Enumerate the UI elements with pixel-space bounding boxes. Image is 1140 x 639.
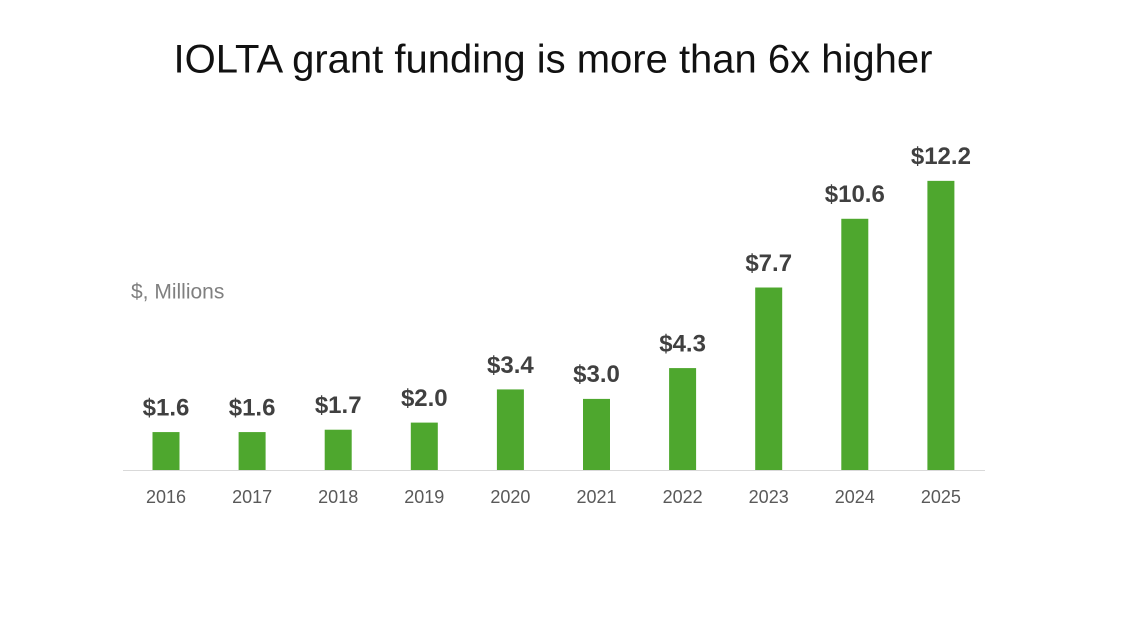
bar (324, 429, 352, 470)
x-tick-label: 2020 (490, 487, 530, 507)
value-label: $3.4 (487, 352, 534, 379)
bar (238, 432, 266, 470)
x-tick-label: 2018 (318, 487, 358, 507)
value-label: $1.6 (143, 394, 190, 421)
x-tick-label: 2023 (749, 487, 789, 507)
value-label: $7.7 (745, 250, 792, 277)
bar (410, 422, 438, 470)
chart-title: IOLTA grant funding is more than 6x high… (174, 38, 933, 82)
value-label: $12.2 (911, 143, 971, 170)
bar (669, 368, 697, 470)
bar (927, 180, 955, 471)
bar (583, 398, 610, 470)
bar (755, 287, 783, 470)
value-label: $4.3 (659, 330, 706, 357)
value-label: $10.6 (825, 181, 885, 208)
x-tick-label: 2017 (232, 487, 272, 507)
x-tick-label: 2021 (576, 487, 616, 507)
value-label: $1.7 (315, 392, 362, 419)
value-label: $1.6 (229, 394, 276, 421)
y-axis-label: $, Millions (131, 281, 224, 304)
bar (841, 218, 869, 470)
bar (152, 432, 180, 470)
x-tick-label: 2022 (663, 487, 703, 507)
x-tick-label: 2025 (921, 487, 961, 507)
x-tick-label: 2016 (146, 487, 186, 507)
value-label: $2.0 (401, 385, 448, 412)
x-tick-label: 2019 (404, 487, 444, 507)
value-label: $3.0 (573, 361, 620, 388)
bar (496, 389, 524, 470)
x-tick-label: 2024 (835, 487, 875, 507)
